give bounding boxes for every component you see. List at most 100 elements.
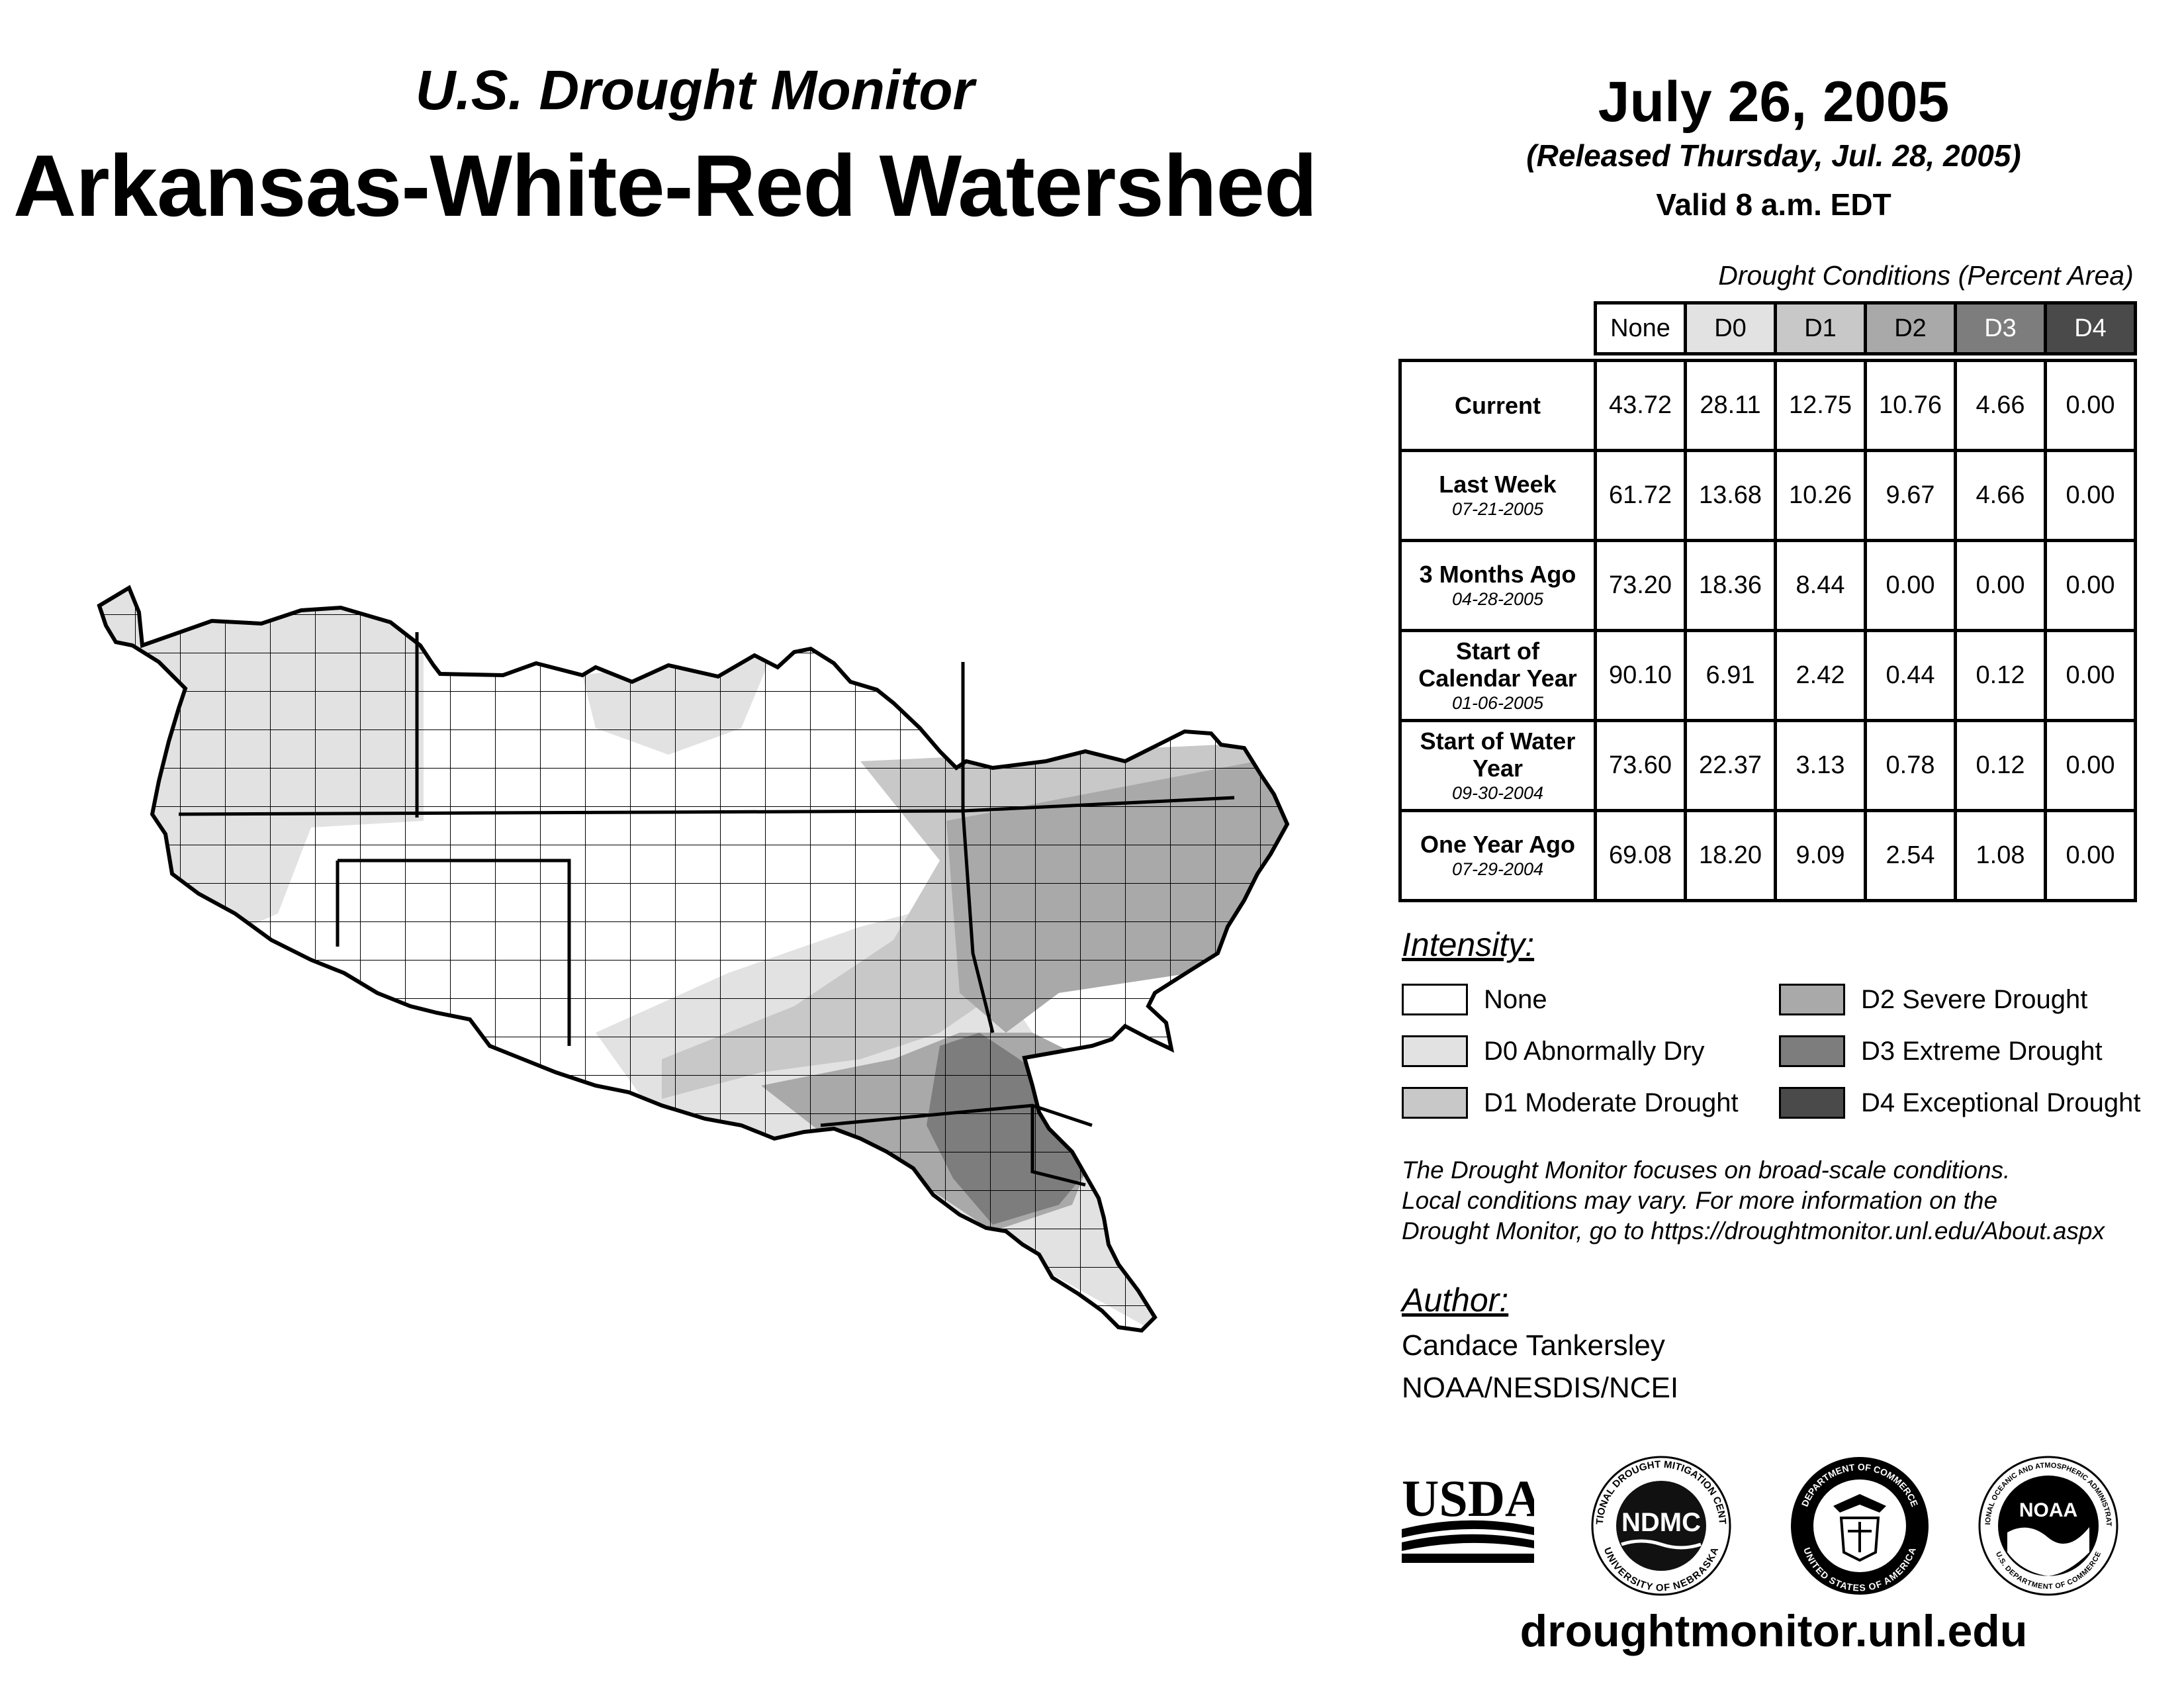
legend-label: D1 Moderate Drought (1484, 1088, 1739, 1117)
cell: 0.00 (2044, 539, 2137, 632)
note-line: Drought Monitor, go to https://droughtmo… (1402, 1217, 2105, 1244)
valid-time: Valid 8 a.m. EDT (1656, 187, 1891, 222)
usda-text: USDA (1402, 1470, 1534, 1527)
cell: 0.00 (1954, 539, 2047, 632)
col-d0: D0 (1684, 301, 1777, 355)
cell: 10.26 (1774, 449, 1867, 542)
legend-item-d0: D0 Abnormally Dry (1402, 1034, 1704, 1068)
gull-icon (2007, 1527, 2089, 1576)
cell: 73.60 (1594, 719, 1687, 812)
map-title: Arkansas-White-Red Watershed (13, 137, 1318, 234)
ndmc-text: NDMC (1621, 1508, 1701, 1537)
table-row: 3 Months Ago 04-28-2005 73.20 18.36 8.44 … (1398, 539, 2137, 632)
author-org: NOAA/NESDIS/NCEI (1402, 1372, 1679, 1404)
author-title: Author: (1402, 1282, 1509, 1319)
cell: 43.72 (1594, 359, 1687, 452)
cell: 0.12 (1954, 629, 2047, 722)
legend-item-d3: D3 Extreme Drought (1779, 1034, 2103, 1068)
cell: 18.20 (1684, 809, 1777, 902)
cell: 9.67 (1864, 449, 1957, 542)
row-label: Current (1398, 359, 1597, 452)
cell: 6.91 (1684, 629, 1777, 722)
author-name: Candace Tankersley (1402, 1329, 1665, 1362)
cell: 13.68 (1684, 449, 1777, 542)
table-row: Current 43.72 28.11 12.75 10.76 4.66 0.0… (1398, 359, 2137, 452)
legend-swatch (1402, 1035, 1468, 1067)
table-row: Last Week 07-21-2005 61.72 13.68 10.26 9.… (1398, 449, 2137, 542)
col-d3: D3 (1954, 301, 2047, 355)
cell: 69.08 (1594, 809, 1687, 902)
cell: 61.72 (1594, 449, 1687, 542)
shield-icon (1839, 1517, 1880, 1562)
table-caption: Drought Conditions (Percent Area) (1718, 260, 2134, 291)
cell: 10.76 (1864, 359, 1957, 452)
legend-label: D3 Extreme Drought (1861, 1036, 2103, 1066)
legend-swatch (1402, 984, 1468, 1015)
ndmc-logo: NATIONAL DROUGHT MITIGATION CENTER UNIVE… (1588, 1453, 1731, 1596)
release-date: (Released Thursday, Jul. 28, 2005) (1526, 138, 2021, 173)
table-row: Start of Calendar Year 01-06-2005 90.10 6… (1398, 629, 2137, 722)
cell: 22.37 (1684, 719, 1777, 812)
cell: 28.11 (1684, 359, 1777, 452)
cell: 0.12 (1954, 719, 2047, 812)
legend-item-d4: D4 Exceptional Drought (1779, 1086, 2140, 1120)
usda-logo: USDA (1402, 1470, 1534, 1563)
legend-swatch (1779, 984, 1845, 1015)
cell: 4.66 (1954, 449, 2047, 542)
cell: 9.09 (1774, 809, 1867, 902)
drought-map (0, 0, 1390, 1390)
legend-swatch (1779, 1087, 1845, 1119)
col-d1: D1 (1774, 301, 1867, 355)
drought-conditions-table: None D0 D1 D2 D3 D4 Current 43.72 28.11 … (1398, 301, 2137, 902)
cell: 4.66 (1954, 359, 2047, 452)
cell: 0.00 (2044, 629, 2137, 722)
legend-label: None (1484, 984, 1547, 1014)
legend-item-none: None (1402, 982, 1547, 1017)
cell: 0.00 (2044, 719, 2137, 812)
legend-label: D2 Severe Drought (1861, 984, 2088, 1014)
cell: 0.00 (2044, 359, 2137, 452)
cell: 0.00 (1864, 539, 1957, 632)
cell: 0.00 (2044, 809, 2137, 902)
cell: 2.54 (1864, 809, 1957, 902)
noaa-text: NOAA (2019, 1499, 2077, 1521)
noaa-logo: NATIONAL OCEANIC AND ATMOSPHERIC ADMINIS… (1976, 1453, 2118, 1596)
legend-label: D4 Exceptional Drought (1861, 1088, 2141, 1117)
eagle-icon (1833, 1494, 1886, 1513)
map-subtitle: U.S. Drought Monitor (415, 59, 975, 121)
note-line: The Drought Monitor focuses on broad-sca… (1402, 1156, 2011, 1184)
cell: 8.44 (1774, 539, 1867, 632)
row-label: Start of Calendar Year 01-06-2005 (1398, 629, 1597, 722)
row-label: Last Week 07-21-2005 (1398, 449, 1597, 542)
row-label: 3 Months Ago 04-28-2005 (1398, 539, 1597, 632)
legend-item-d1: D1 Moderate Drought (1402, 1086, 1739, 1120)
cell: 3.13 (1774, 719, 1867, 812)
cell: 2.42 (1774, 629, 1867, 722)
footer-url[interactable]: droughtmonitor.unl.edu (1520, 1606, 2028, 1656)
cell: 0.00 (2044, 449, 2137, 542)
table-row: Start of Water Year 09-30-2004 73.60 22.3… (1398, 719, 2137, 812)
legend-title: Intensity: (1402, 926, 1535, 963)
cell: 12.75 (1774, 359, 1867, 452)
valid-date: July 26, 2005 (1598, 70, 1950, 134)
legend-item-d2: D2 Severe Drought (1779, 982, 2087, 1017)
legend-label: D0 Abnormally Dry (1484, 1036, 1705, 1066)
cell: 73.20 (1594, 539, 1687, 632)
legend-swatch (1779, 1035, 1845, 1067)
cell: 18.36 (1684, 539, 1777, 632)
cell: 1.08 (1954, 809, 2047, 902)
table-row: One Year Ago 07-29-2004 69.08 18.20 9.09 … (1398, 809, 2137, 902)
doc-logo: DEPARTMENT OF COMMERCE UNITED STATES OF … (1791, 1457, 1929, 1595)
row-label: One Year Ago 07-29-2004 (1398, 809, 1597, 902)
note-line: Local conditions may vary. For more info… (1402, 1187, 1998, 1214)
table-header-row: None D0 D1 D2 D3 D4 (1400, 301, 2137, 355)
cell: 0.78 (1864, 719, 1957, 812)
cell: 0.44 (1864, 629, 1957, 722)
cell: 90.10 (1594, 629, 1687, 722)
row-label: Start of Water Year 09-30-2004 (1398, 719, 1597, 812)
state-boundaries (178, 632, 1235, 1187)
col-d2: D2 (1864, 301, 1957, 355)
county-lines (99, 588, 1287, 1331)
disclaimer-note: The Drought Monitor focuses on broad-sca… (1402, 1155, 2183, 1246)
legend-swatch (1402, 1087, 1468, 1119)
